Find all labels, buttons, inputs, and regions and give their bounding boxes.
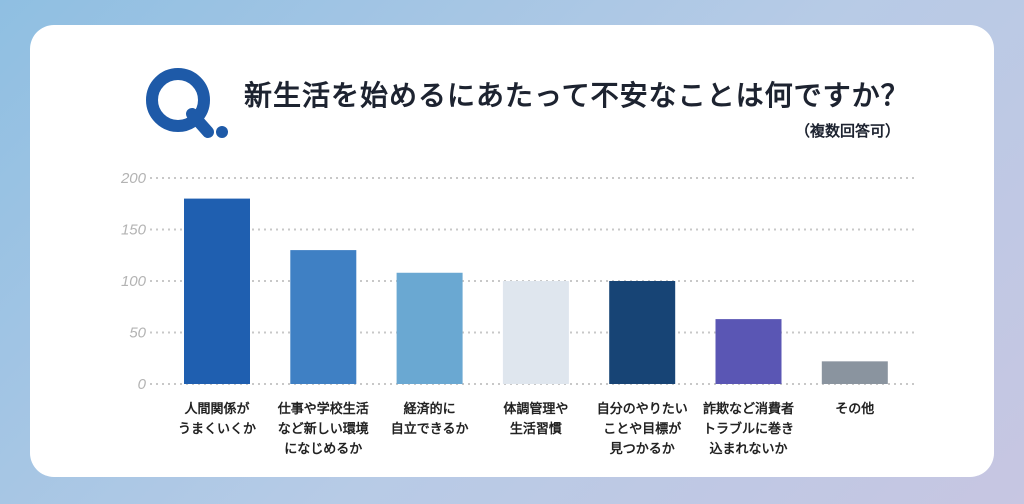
- chart-title: 新生活を始めるにあたって不安なことは何ですか？: [244, 79, 910, 112]
- bar: [715, 319, 782, 384]
- chart-subtitle: （複数回答可）: [794, 122, 900, 140]
- category-label: 経済的に: [404, 401, 456, 417]
- q-ring: [146, 68, 210, 132]
- y-tick-label: 50: [129, 325, 146, 342]
- category-label: 仕事や学校生活: [277, 401, 369, 417]
- category-label: 人間関係が: [184, 401, 249, 417]
- bar: [821, 361, 888, 384]
- bar: [184, 198, 250, 384]
- category-label: 込まれないか: [709, 441, 787, 457]
- bar-layer: [184, 198, 888, 384]
- category-label: になじめるか: [284, 442, 362, 457]
- bar: [502, 281, 569, 384]
- q-dot: [216, 126, 228, 138]
- category-label: 見つかるか: [609, 442, 675, 457]
- y-tick-label: 100: [121, 273, 147, 290]
- q-handle: [186, 108, 214, 138]
- category-label: その他: [835, 401, 874, 417]
- category-label: トラブルに巻き: [703, 421, 794, 437]
- y-tick-label: 150: [121, 222, 147, 239]
- category-label: 生活習慣: [510, 421, 562, 437]
- category-label: 詐欺など消費者: [703, 401, 794, 417]
- bar: [609, 281, 676, 384]
- q-magnifier-icon: [146, 68, 228, 138]
- y-tick-label: 0: [138, 376, 147, 393]
- category-label: 体調管理や: [503, 401, 568, 417]
- y-tick-label: 200: [120, 170, 147, 187]
- category-label: など新しい環境: [278, 421, 369, 437]
- category-label: うまくいくか: [178, 422, 256, 437]
- category-label: ことや目標が: [603, 421, 681, 437]
- bar: [396, 272, 463, 384]
- category-label: 自立できるか: [391, 421, 469, 437]
- bar: [290, 250, 357, 384]
- grid-layer: 0 50 100 150 200: [120, 170, 916, 393]
- category-label: 自分のやりたい: [597, 401, 688, 417]
